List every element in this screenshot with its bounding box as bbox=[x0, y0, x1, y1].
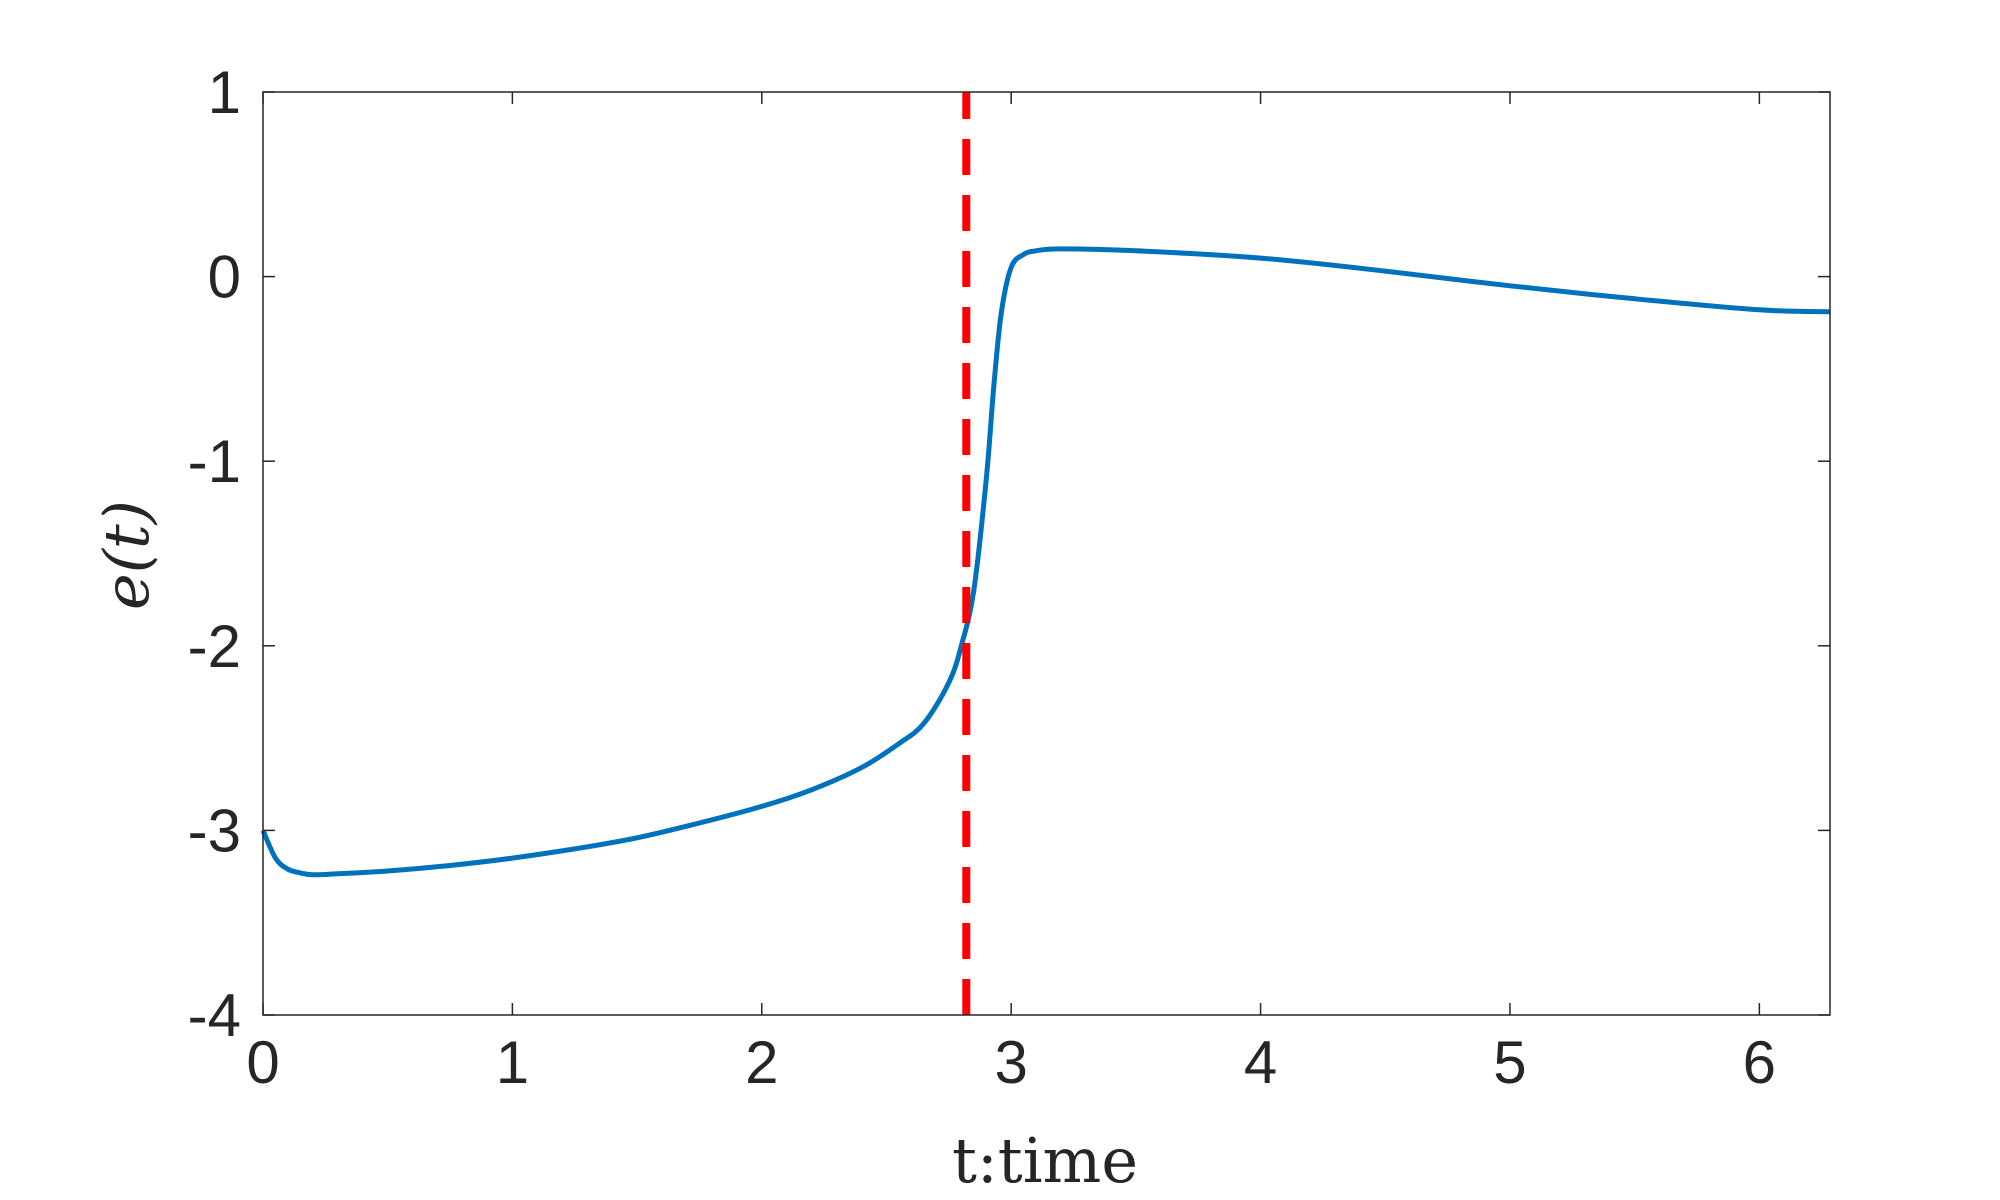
y-tick-label: -4 bbox=[188, 982, 241, 1049]
x-tick-label: 4 bbox=[1244, 1029, 1277, 1096]
axes-box bbox=[262, 91, 1831, 1016]
x-tick-label: 5 bbox=[1493, 1029, 1526, 1096]
series-line bbox=[260, 246, 1831, 878]
x-axis-label: t:time bbox=[952, 1124, 1138, 1197]
axes: 0 1 2 3 4 5 6 -4 -3 -2 -1 0 1 bbox=[188, 59, 1831, 1096]
y-tick-label: -3 bbox=[188, 797, 241, 864]
y-tick-label: -2 bbox=[188, 613, 241, 680]
x-tick-label: 0 bbox=[246, 1029, 279, 1096]
x-tick-label: 3 bbox=[994, 1029, 1027, 1096]
y-tick-label: 0 bbox=[208, 244, 241, 311]
y-tick-label: 1 bbox=[208, 59, 241, 126]
x-tick-label: 1 bbox=[496, 1029, 529, 1096]
plot-area bbox=[260, 92, 1831, 1015]
x-tick-label: 2 bbox=[745, 1029, 778, 1096]
y-axis-label: e(t) bbox=[90, 500, 163, 610]
x-tick-label: 6 bbox=[1743, 1029, 1776, 1096]
y-tick-label: -1 bbox=[188, 428, 241, 495]
